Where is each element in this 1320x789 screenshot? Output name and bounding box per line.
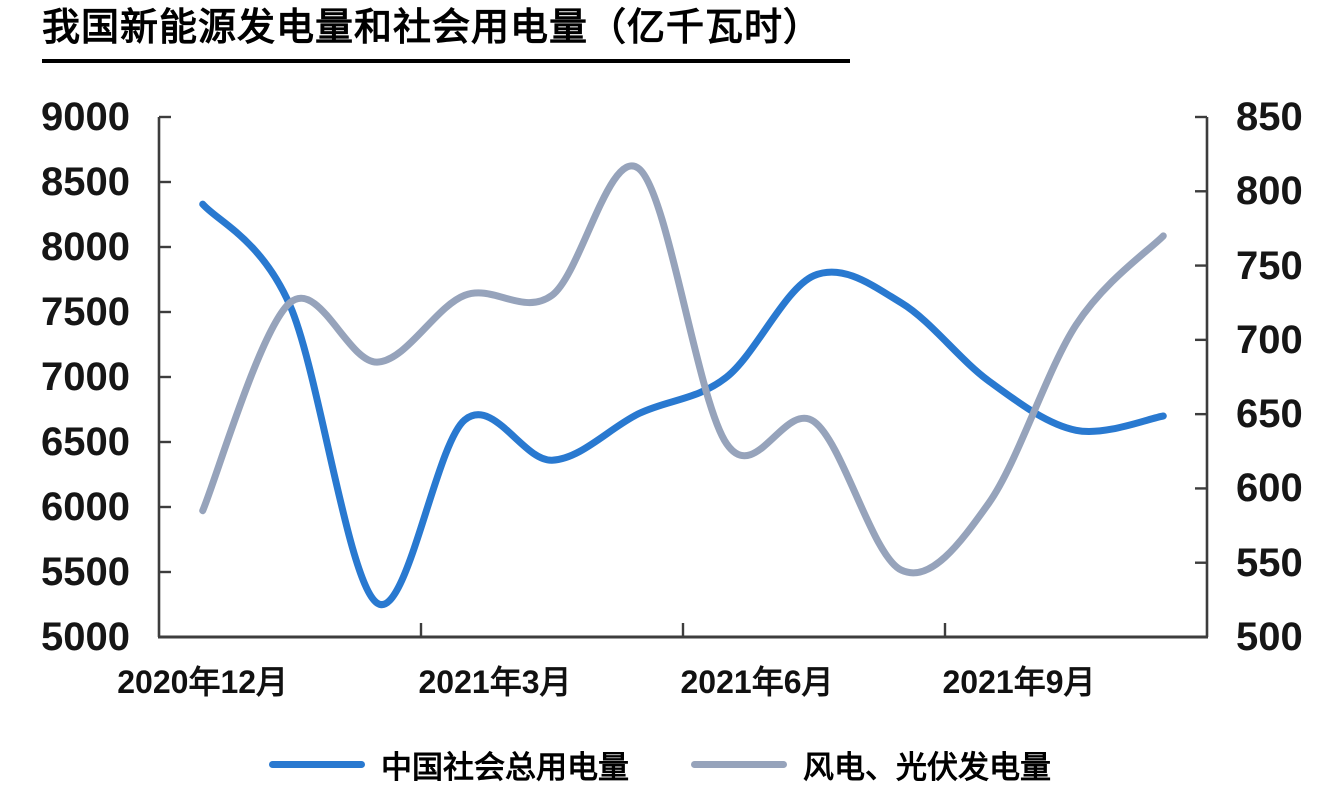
left-axis-tick-label: 9000: [41, 95, 130, 139]
left-axis-tick-label: 5000: [41, 615, 130, 659]
legend-line-swatch: [269, 761, 365, 768]
left-axis-tick-label: 6500: [41, 420, 130, 464]
x-axis-tick-label: 2020年12月: [117, 664, 289, 700]
series-line-renewables: [199, 162, 1167, 577]
right-axis-tick-label: 800: [1236, 169, 1303, 214]
legend-line-swatch: [691, 761, 787, 768]
left-axis-tick-label: 5500: [41, 550, 130, 594]
left-axis-tick-label: 6000: [41, 485, 130, 529]
x-axis-tick-label: 2021年3月: [418, 664, 572, 700]
right-axis-tick-label: 650: [1236, 392, 1303, 437]
legend-label: 中国社会总用电量: [381, 750, 629, 785]
right-axis-tick-label: 750: [1236, 243, 1303, 288]
chart-title: 我国新能源发电量和社会用电量（亿千瓦时）: [42, 4, 851, 64]
legend-label: 风电、光伏发电量: [803, 750, 1051, 785]
left-axis-tick-label: 7500: [41, 290, 130, 334]
series-line-consumption: [199, 200, 1167, 609]
right-axis-tick-label: 550: [1236, 540, 1303, 585]
legend-item: 风电、光伏发电量: [691, 742, 1051, 787]
left-axis-tick-label: 8500: [41, 160, 130, 204]
right-axis-tick-label: 600: [1236, 466, 1303, 511]
right-axis-tick-label: 500: [1236, 615, 1303, 659]
left-axis-tick-label: 8000: [41, 225, 130, 269]
left-axis-tick-label: 7000: [41, 355, 130, 399]
chart-legend: 中国社会总用电量 风电、光伏发电量: [0, 742, 1320, 787]
right-axis-tick-label: 700: [1236, 317, 1303, 362]
legend-item: 中国社会总用电量: [269, 742, 629, 787]
x-axis-tick-label: 2021年9月: [942, 664, 1096, 700]
right-axis-tick-label: 850: [1236, 95, 1303, 139]
x-axis-tick-label: 2021年6月: [680, 664, 834, 700]
